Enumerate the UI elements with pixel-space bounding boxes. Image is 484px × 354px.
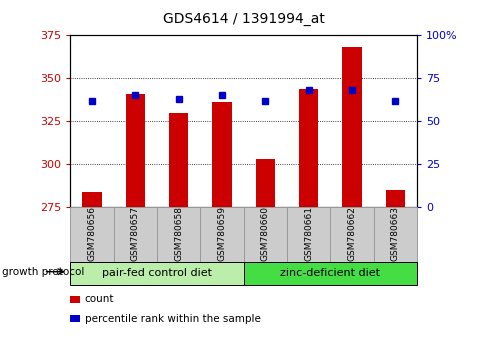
Bar xyxy=(243,262,416,285)
Bar xyxy=(70,296,80,303)
Text: pair-fed control diet: pair-fed control diet xyxy=(102,268,212,279)
Bar xyxy=(157,207,200,262)
Bar xyxy=(373,207,416,262)
Bar xyxy=(385,190,404,207)
Bar xyxy=(200,207,243,262)
Bar xyxy=(212,102,231,207)
Bar xyxy=(342,47,361,207)
Bar xyxy=(168,113,188,207)
Text: GSM780663: GSM780663 xyxy=(390,206,399,261)
Bar xyxy=(70,315,80,322)
Bar xyxy=(70,207,113,262)
Bar xyxy=(243,207,287,262)
Bar xyxy=(70,262,243,285)
Text: growth protocol: growth protocol xyxy=(2,267,85,277)
Text: GSM780656: GSM780656 xyxy=(87,206,96,261)
Text: GSM780657: GSM780657 xyxy=(131,206,139,261)
Text: zinc-deficient diet: zinc-deficient diet xyxy=(280,268,379,279)
Text: GSM780662: GSM780662 xyxy=(347,206,356,261)
Bar xyxy=(330,207,373,262)
Bar xyxy=(298,88,318,207)
Text: count: count xyxy=(85,294,114,304)
Text: GSM780659: GSM780659 xyxy=(217,206,226,261)
Text: GSM780660: GSM780660 xyxy=(260,206,269,261)
Text: percentile rank within the sample: percentile rank within the sample xyxy=(85,314,260,324)
Text: GSM780658: GSM780658 xyxy=(174,206,183,261)
Text: GDS4614 / 1391994_at: GDS4614 / 1391994_at xyxy=(163,12,324,27)
Bar xyxy=(125,94,145,207)
Bar xyxy=(113,207,157,262)
Bar xyxy=(255,159,274,207)
Bar xyxy=(82,192,102,207)
Text: GSM780661: GSM780661 xyxy=(303,206,313,261)
Bar xyxy=(287,207,330,262)
